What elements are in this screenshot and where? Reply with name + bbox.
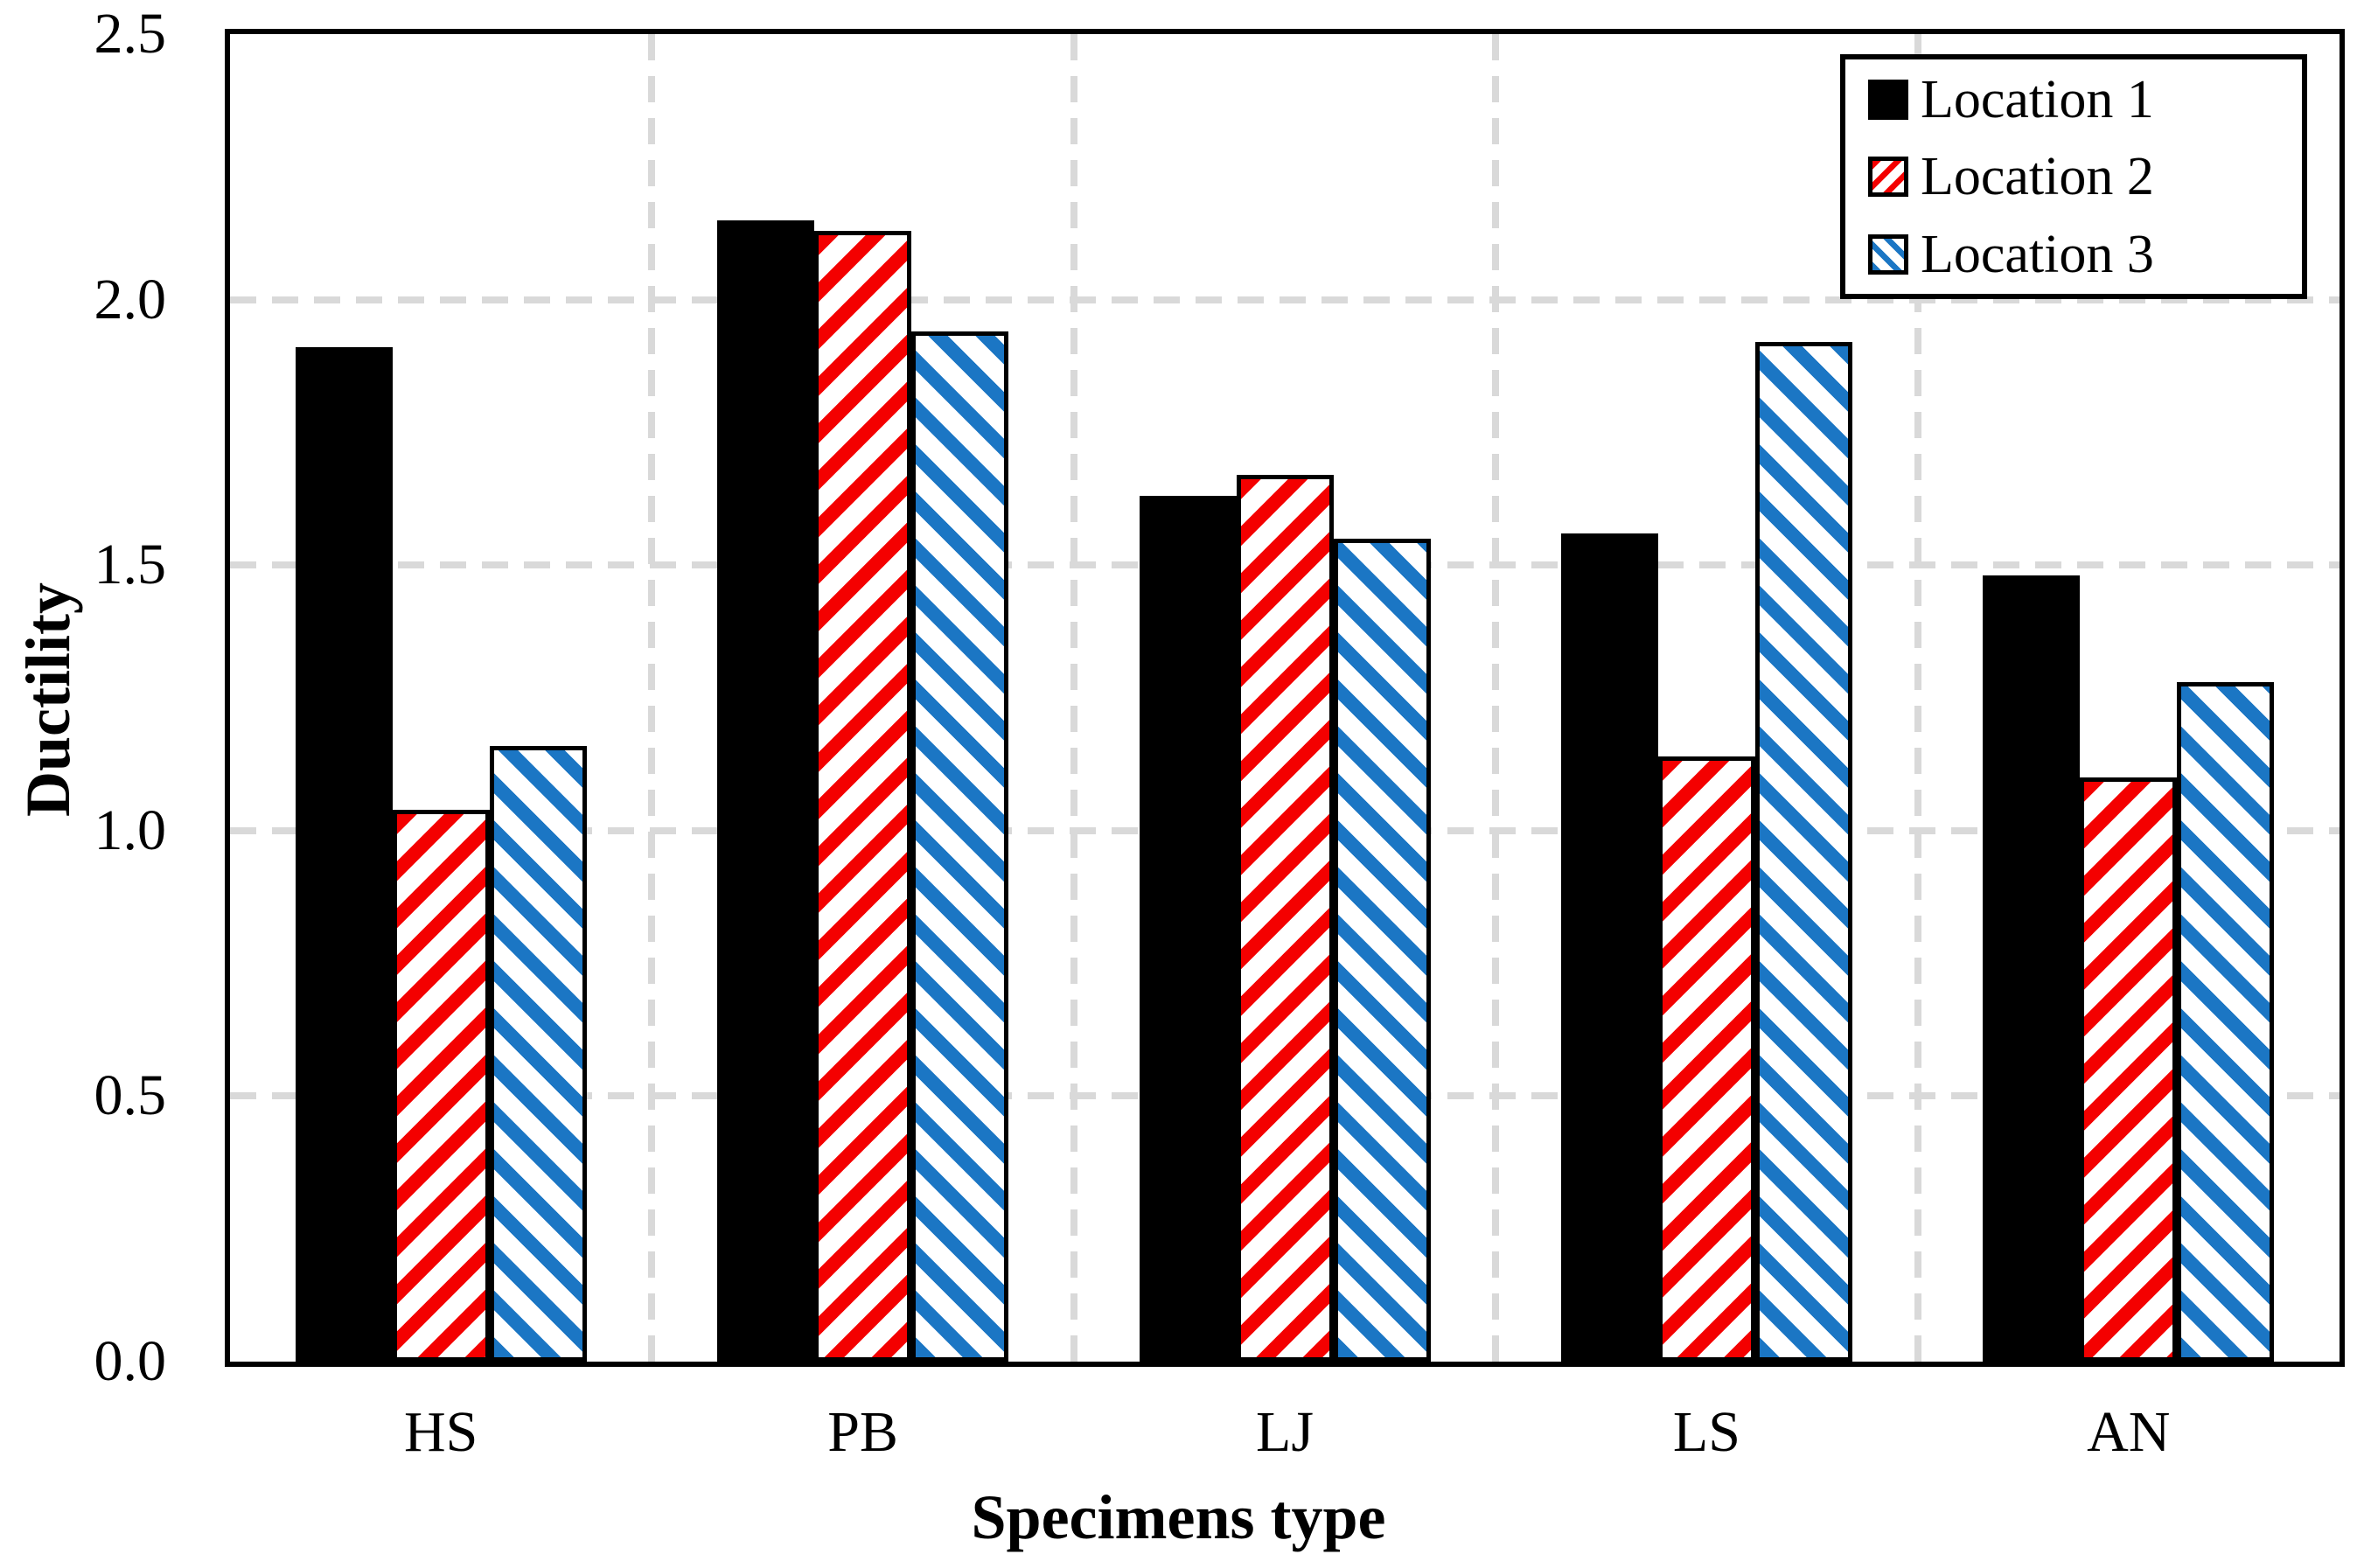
bar-LJ-location-2 [1237,475,1334,1362]
bar-LJ-location-3 [1334,539,1431,1362]
bar-PB-location-2 [814,231,911,1362]
bar-HS-location-1 [296,347,393,1362]
legend-item: Location 1 [1868,62,2302,137]
v-gridline [1914,34,1921,1362]
legend-swatch-solid-black [1868,79,1908,120]
y-tick-label: 0.0 [94,1329,167,1393]
bar-PB-location-3 [911,331,1008,1362]
bar-AN-location-2 [2080,777,2177,1362]
x-category-label: PB [827,1400,898,1464]
v-gridline [1070,34,1077,1362]
y-tick-label: 2.5 [94,2,167,66]
legend-swatch-red-hatch [1868,157,1908,197]
bar-HS-location-2 [393,810,490,1362]
bar-HS-location-3 [490,746,587,1362]
bar-PB-location-1 [717,220,814,1362]
bar-LS-location-3 [1755,342,1852,1362]
x-axis-title: Specimens type [971,1482,1386,1552]
y-tick-label: 0.5 [94,1063,167,1128]
bar-LS-location-2 [1658,756,1755,1362]
bar-AN-location-1 [1983,575,2080,1362]
legend-item: Location 3 [1868,217,2302,292]
bar-AN-location-3 [2177,682,2274,1362]
legend-label: Location 1 [1921,69,2154,129]
legend: Location 1 Location 2 Location 3 [1840,54,2307,299]
y-axis-title: Ductility [13,582,83,817]
legend-item: Location 2 [1868,139,2302,214]
x-category-label: LS [1672,1400,1740,1464]
h-gridline [230,296,2340,303]
x-category-label: AN [2087,1400,2171,1464]
y-tick-label: 1.0 [94,798,167,862]
legend-label: Location 2 [1921,147,2154,206]
x-category-label: HS [404,1400,478,1464]
x-category-label: LJ [1256,1400,1314,1464]
bar-LS-location-1 [1561,533,1658,1362]
legend-swatch-blue-hatch [1868,233,1908,275]
v-gridline [1492,34,1500,1362]
bar-LJ-location-1 [1140,496,1237,1362]
legend-label: Location 3 [1921,224,2154,284]
y-tick-label: 1.5 [94,533,167,597]
v-gridline [648,34,656,1362]
y-tick-label: 2.0 [94,267,167,331]
